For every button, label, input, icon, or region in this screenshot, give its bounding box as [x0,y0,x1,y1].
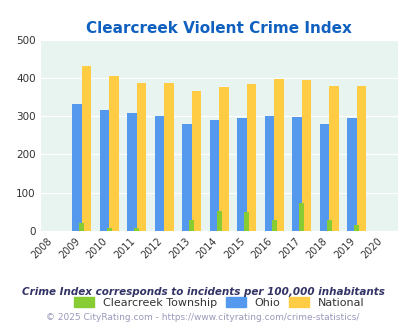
Bar [100,110,109,231]
Bar [107,228,111,231]
Bar [273,79,283,231]
Bar [298,203,303,231]
Bar [82,66,91,231]
Bar [319,124,328,231]
Bar [264,116,273,231]
Bar [209,119,219,231]
Bar [154,116,164,231]
Bar [354,225,358,231]
Bar [237,118,246,231]
Bar [191,90,201,231]
Bar [164,83,173,231]
Bar [326,219,331,231]
Bar [109,76,119,231]
Bar [271,219,276,231]
Bar [291,117,301,231]
Bar [127,113,136,231]
Bar [72,104,82,231]
Bar [136,83,146,231]
Text: © 2025 CityRating.com - https://www.cityrating.com/crime-statistics/: © 2025 CityRating.com - https://www.city… [46,313,359,322]
Bar [356,86,365,231]
Bar [244,212,249,231]
Bar [134,228,139,231]
Bar [79,223,84,231]
Title: Clearcreek Violent Crime Index: Clearcreek Violent Crime Index [86,21,351,36]
Bar [301,80,311,231]
Text: Crime Index corresponds to incidents per 100,000 inhabitants: Crime Index corresponds to incidents per… [21,287,384,297]
Bar [328,85,338,231]
Bar [346,118,356,231]
Bar [219,87,228,231]
Bar [189,219,194,231]
Bar [246,84,256,231]
Bar [216,211,221,231]
Bar [182,124,191,231]
Legend: Clearcreek Township, Ohio, National: Clearcreek Township, Ohio, National [70,294,367,312]
